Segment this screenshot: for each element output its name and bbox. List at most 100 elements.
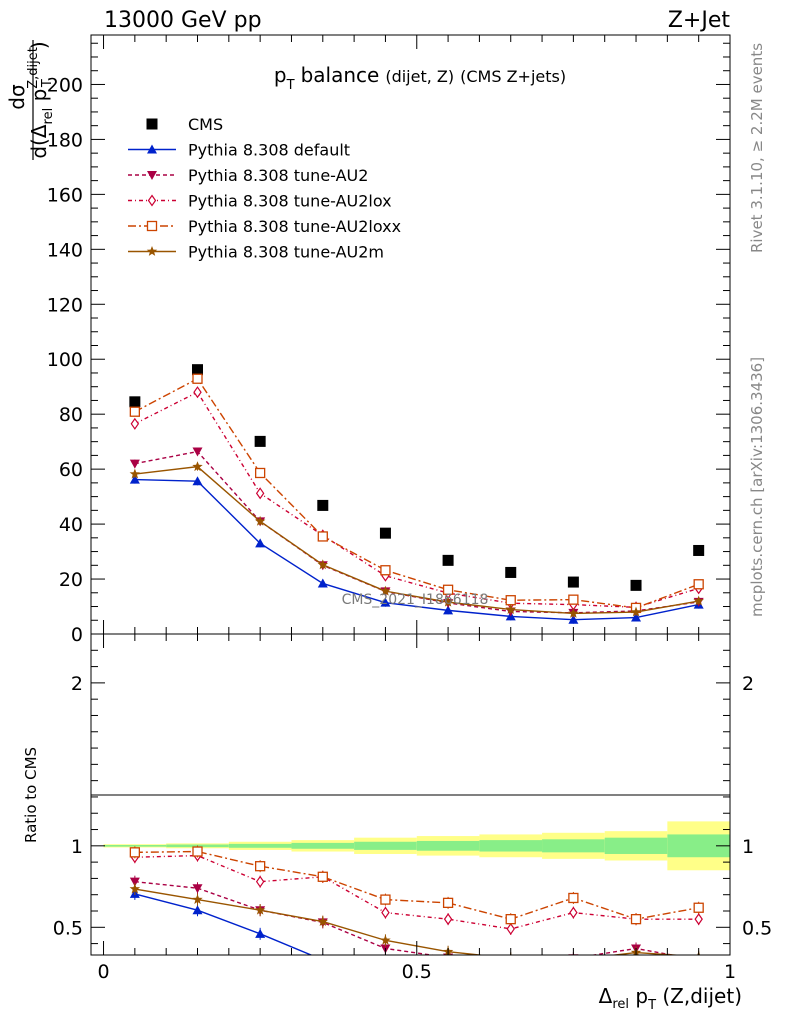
series-line	[134, 377, 699, 609]
ratio-point	[506, 970, 516, 979]
ratio-point	[380, 965, 390, 974]
stat-uncertainty-bin	[667, 834, 730, 858]
ratio-line	[134, 854, 699, 930]
ratio-point	[568, 954, 579, 955]
data-point	[505, 595, 516, 606]
ratio-point	[631, 974, 641, 983]
main-y-tick-label: 200	[47, 74, 83, 96]
main-panel: 0 20 40 60 80 100 120 140 160 180 200 CMS_2021_I18…	[5, 34, 731, 646]
process-label: Z+Jet	[668, 8, 731, 33]
legend-label: Pythia 8.308 tune-AU2m	[188, 243, 384, 262]
ratio-point	[694, 913, 703, 926]
data-point	[442, 596, 454, 607]
main-y-tick-label: 120	[47, 294, 83, 316]
main-y-tick-label: 40	[59, 514, 83, 536]
legend-label: Pythia 8.308 tune-AU2	[188, 166, 368, 185]
data-point	[254, 515, 266, 526]
analysis-watermark: CMS_2021_I1866118	[342, 592, 489, 608]
ratio-ticks: 0.5 0.5 1 1 2 2 0 0.5 1	[53, 634, 772, 983]
main-y-tick-label: 180	[47, 129, 83, 151]
data-point	[380, 585, 391, 596]
ratio-frame	[90, 633, 731, 956]
main-y-tick-label: 0	[71, 624, 83, 646]
ratio-point	[380, 894, 391, 905]
main-y-tick-label: 60	[59, 459, 83, 481]
legend-label: Pythia 8.308 tune-AU2loxx	[188, 217, 401, 236]
legend: CMS Pythia 8.308 default Pythia 8.308 tune…	[128, 115, 401, 262]
data-point	[380, 565, 391, 576]
main-y-tick-label: 100	[47, 349, 83, 371]
series-line	[134, 465, 699, 615]
series-line	[134, 450, 699, 614]
ratio-point	[192, 894, 203, 904]
data-point	[129, 396, 141, 408]
data-point	[693, 579, 704, 590]
data-point	[317, 578, 328, 588]
main-frame	[90, 34, 731, 635]
stat-uncertainty-bin	[416, 840, 480, 851]
data-point	[317, 559, 328, 570]
ratio-line	[134, 850, 699, 920]
ratio-y-tick-label-right: 0.5	[742, 917, 772, 939]
legend-marker	[147, 194, 157, 207]
data-point	[255, 487, 265, 500]
legend-marker	[146, 118, 158, 130]
main-y-tick-label: 20	[59, 569, 83, 591]
ratio-line	[134, 893, 313, 955]
ratio-point	[129, 883, 141, 894]
x-tick-label: 0	[97, 961, 109, 983]
data-point	[442, 554, 454, 566]
data-point	[443, 605, 454, 615]
data-point	[317, 531, 328, 542]
ratio-point	[443, 913, 453, 926]
ratio-point	[322, 954, 323, 955]
ratio-point	[254, 861, 266, 872]
mcplots-label: mcplots.cern.ch [arXiv:1306.3436]	[748, 357, 766, 617]
data-point	[631, 612, 642, 622]
data-point	[192, 373, 203, 384]
ratio-point	[506, 922, 515, 935]
data-point	[317, 499, 329, 511]
data-point	[254, 435, 266, 447]
ratio-point	[381, 906, 390, 919]
stat-uncertainty-bin	[479, 840, 543, 852]
stat-uncertainty-bin	[291, 842, 355, 849]
data-point	[505, 566, 517, 578]
ratio-point	[569, 906, 578, 919]
data-point	[568, 614, 579, 624]
stat-uncertainty-bin	[354, 841, 417, 850]
data-point	[630, 579, 642, 591]
data-point	[379, 527, 391, 539]
ratio-point	[192, 884, 203, 894]
data-point	[568, 594, 579, 605]
series-line	[134, 478, 699, 621]
data-point	[130, 417, 140, 430]
legend-label: CMS	[188, 115, 223, 134]
data-point	[129, 406, 141, 417]
x-axis-label: Δrel pT (Z,dijet)	[599, 984, 742, 1013]
main-y-tick-label: 160	[47, 184, 83, 206]
y-label-denominator: d(Δrel pZ,dijetT)	[26, 41, 56, 158]
y-label-numerator: dσ	[5, 84, 29, 110]
data-point	[505, 604, 516, 614]
data-point	[192, 364, 203, 376]
ratio-point	[693, 902, 704, 913]
plot-title: pT balance (dijet, Z) (CMS Z+jets)	[274, 63, 566, 93]
data-point	[192, 447, 203, 457]
ratio-y-tick-label-right: 1	[742, 836, 754, 858]
ratio-point	[630, 914, 642, 925]
legend-marker	[147, 171, 157, 180]
stat-uncertainty-bin	[542, 839, 605, 853]
ratio-point	[192, 905, 203, 915]
data-point	[567, 576, 579, 588]
energy-label: 13000 GeV pp	[104, 8, 262, 33]
stat-uncertainty-bin	[604, 837, 668, 854]
ratio-point	[317, 916, 328, 926]
ratio-point	[129, 847, 141, 858]
ratio-point	[254, 904, 266, 915]
ratio-point	[255, 928, 266, 938]
main-y-tick-label: 80	[59, 404, 83, 426]
data-point	[568, 607, 579, 618]
legend-marker	[146, 246, 158, 256]
stat-uncertainty-bin	[228, 843, 292, 848]
